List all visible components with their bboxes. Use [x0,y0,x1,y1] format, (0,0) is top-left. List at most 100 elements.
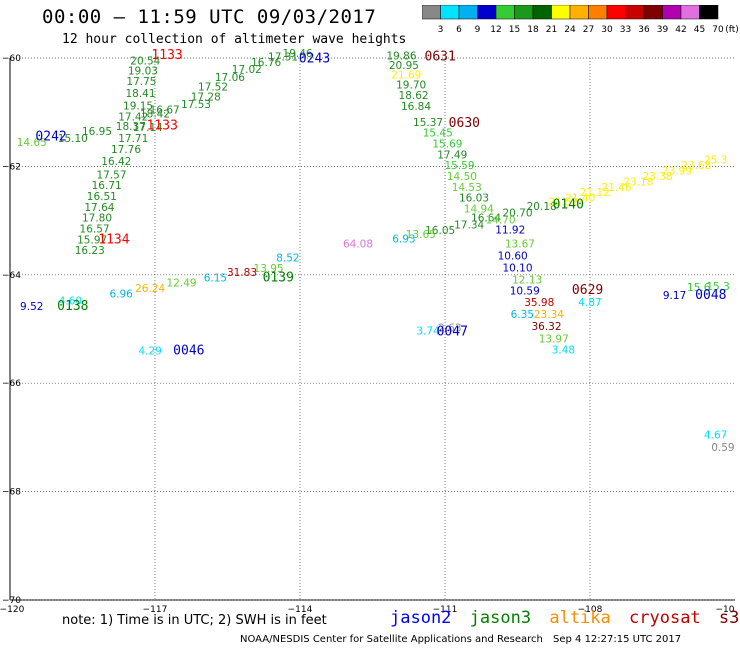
swh-value: 9.52 [20,301,43,313]
swh-value: 16.95 [82,126,112,138]
swh-value: 17.80 [82,213,112,225]
swh-value: 0.59 [711,442,734,454]
swh-value: 4.87 [578,297,601,309]
colorbar-label: 21 [546,25,557,35]
swh-value: 18.37 [116,121,146,133]
page-title: 00:00 – 11:59 UTC 09/03/2017 [42,6,377,28]
colorbar-label: 6 [456,25,462,35]
swh-value: 14.94 [464,203,494,215]
swh-value: 16.51 [87,191,117,203]
colorbar-label: 27 [583,25,594,35]
swh-value: 16.76 [251,57,281,69]
lat-tick-label: −66 [2,379,21,389]
wave-height-colorbar: 3 6 9 12 15 18 21 24 27 30 33 36 39 42 45 70 (ft) [422,5,739,35]
swh-value: 13.65 [406,229,436,241]
swh-value: 4.29 [138,345,161,357]
swh-value: 31.83 [227,267,257,279]
swh-value: 17.02 [232,64,262,76]
swh-value: 2.63 [438,323,461,335]
swh-value: 4.67 [704,429,727,441]
pass-time-label: 0242 [35,129,66,144]
swh-value: 17.34 [454,220,484,232]
swh-value: 10.10 [502,263,532,275]
swh-value: 20.70 [502,207,532,219]
swh-value: 23.18 [623,176,653,188]
swh-value: 19.86 [386,51,416,63]
colorbar-label: 24 [564,25,576,35]
lat-tick-label: −60 [2,54,21,64]
lon-tick-label: −120 [0,605,25,615]
pass-time-label: 0629 [572,283,603,298]
lat-tick-label: −64 [2,271,21,281]
colorbar-swatch [662,5,682,20]
colorbar-swatch [699,5,719,20]
legend-altika: altika [549,608,611,628]
colorbar-swatch [643,5,663,20]
colorbar-swatch [569,5,589,20]
lat-tick-label: −70 [2,596,21,606]
swh-value: 19.03 [128,65,158,77]
swh-value: 15.97 [77,234,107,246]
swh-value: 4.60 [59,296,82,308]
pass-time-label: 0138 [57,299,88,314]
swh-value: 6.15 [204,272,227,284]
swh-value: 15.10 [58,133,88,145]
lat-tick-label: −62 [2,162,21,172]
pass-time-label: 0631 [425,50,456,65]
swh-value: 18.42 [140,109,170,121]
pass-time-label: 0243 [299,51,330,66]
swh-value: 21.69 [391,70,421,82]
pass-time-label: 0046 [173,343,204,358]
swh-value: 6.96 [109,289,133,301]
lon-tick-label: −114 [288,605,313,615]
swh-value: 26.24 [135,283,165,295]
swh-value: 16.57 [80,224,110,236]
lat-tick-label: −68 [2,488,21,498]
swh-value: 15.6 [687,282,711,294]
legend-s3a: s3a [718,608,740,628]
colorbar-swatch [606,5,626,20]
swh-value: 12.49 [167,278,197,290]
swh-value: 13.97 [539,334,569,346]
swh-value: 15.45 [423,128,453,140]
swh-value: 18.62 [399,90,429,102]
swh-value: 13.95 [254,263,284,275]
pass-time-label: 1133 [147,119,178,134]
swh-value: 9.17 [663,290,686,302]
colorbar-swatch [477,5,497,20]
swh-value: 18.41 [125,88,155,100]
swh-value: 23.68 [681,160,711,172]
colorbar-swatch [588,5,608,20]
swh-value: 17.76 [111,144,141,156]
colorbar-label: 18 [527,25,539,35]
colorbar-label: 36 [638,25,650,35]
pass-time-label: 0139 [263,270,294,285]
swh-value: 21.12 [580,187,610,199]
legend-jason2: jason2 [390,608,452,628]
colorbar-label: 30 [601,25,613,35]
colorbar-swatch [514,5,534,20]
swh-value: 10.59 [510,285,540,297]
colorbar-swatch [551,5,571,20]
swh-value: 23.34 [534,309,564,321]
colorbar-swatch [458,5,478,20]
lon-tick-label: −111 [433,605,458,615]
swh-value: 16.42 [101,156,131,168]
swh-value: 16.03 [459,193,489,205]
swh-value: 36.32 [531,321,561,333]
swh-value: 20.95 [389,60,419,72]
swh-value: 23.38 [643,171,673,183]
colorbar-label: 33 [620,25,631,35]
colorbar-swatch [495,5,515,20]
colorbar-label: 9 [475,25,481,35]
colorbar-label: 12 [490,25,501,35]
colorbar-label: 45 [694,25,705,35]
colorbar-swatch [422,5,441,20]
swh-value: 35.98 [524,297,554,309]
swh-value: 19.46 [283,48,313,60]
lon-tick-label: −10 [716,605,735,615]
swh-value: 10.60 [498,251,528,263]
pass-time-label: 1134 [98,232,129,247]
swh-value: 17.52 [198,82,228,94]
